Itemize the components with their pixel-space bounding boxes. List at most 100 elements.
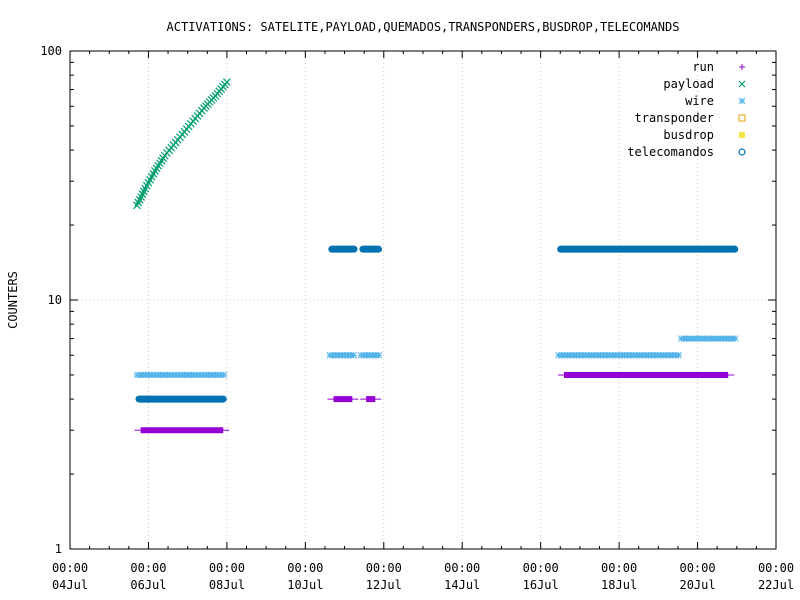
star-mark bbox=[585, 351, 592, 359]
star-mark bbox=[669, 351, 676, 359]
star-mark bbox=[582, 351, 589, 359]
x-tick-label: 00:00 bbox=[52, 561, 88, 575]
star-mark bbox=[731, 335, 739, 342]
wire-segment bbox=[133, 371, 228, 379]
star-mark bbox=[654, 351, 661, 359]
star-mark bbox=[603, 351, 610, 359]
wire-segment bbox=[326, 351, 358, 359]
star-mark bbox=[576, 351, 583, 359]
legend-marker-telecomandos bbox=[738, 148, 746, 156]
circle-mark bbox=[738, 148, 746, 156]
x-tick-label: 00:00 bbox=[130, 561, 166, 575]
star-mark bbox=[372, 351, 380, 359]
star-mark bbox=[555, 351, 562, 359]
star-mark bbox=[341, 351, 349, 359]
star-mark bbox=[624, 351, 631, 359]
star-mark bbox=[660, 351, 667, 359]
legend-label-payload: payload bbox=[663, 77, 714, 91]
star-mark bbox=[633, 351, 640, 359]
star-mark bbox=[338, 351, 346, 359]
star-mark bbox=[627, 351, 634, 359]
square-mark bbox=[738, 114, 746, 122]
star-mark bbox=[630, 351, 637, 359]
star-mark bbox=[615, 351, 622, 359]
star-mark bbox=[663, 351, 670, 359]
star-mark bbox=[675, 351, 682, 359]
star-mark bbox=[579, 351, 586, 359]
x-tick-label: 12Jul bbox=[366, 578, 402, 592]
star-mark bbox=[347, 351, 355, 359]
star-mark bbox=[344, 351, 352, 359]
star-mark bbox=[588, 351, 595, 359]
star-mark bbox=[360, 351, 368, 359]
x-tick-label: 00:00 bbox=[758, 561, 794, 575]
star-mark bbox=[332, 351, 340, 359]
x-tick-label: 00:00 bbox=[209, 561, 245, 575]
legend: run payload wire transponder busdrop telecoma… bbox=[627, 60, 746, 159]
star-mark bbox=[738, 97, 746, 105]
star-mark bbox=[369, 351, 377, 359]
star-mark bbox=[636, 351, 643, 359]
legend-marker-payload bbox=[738, 80, 746, 88]
x-tick-label: 00:00 bbox=[366, 561, 402, 575]
star-mark bbox=[366, 351, 374, 359]
star-mark bbox=[645, 351, 652, 359]
x-tick-label: 00:00 bbox=[444, 561, 480, 575]
star-mark bbox=[329, 351, 337, 359]
x-tick-label: 14Jul bbox=[444, 578, 480, 592]
star-mark bbox=[594, 351, 601, 359]
legend-label-run: run bbox=[692, 60, 714, 74]
chart-title: ACTIVATIONS: SATELITE,PAYLOAD,QUEMADOS,T… bbox=[167, 20, 680, 34]
star-mark bbox=[357, 351, 365, 359]
square-mark bbox=[739, 132, 745, 138]
legend-label-transponder: transponder bbox=[635, 111, 714, 125]
star-mark bbox=[657, 351, 664, 359]
y-tick-label: 100 bbox=[40, 44, 62, 58]
star-mark bbox=[612, 351, 619, 359]
star-mark bbox=[573, 351, 580, 359]
star-mark bbox=[609, 351, 616, 359]
star-mark bbox=[561, 351, 568, 359]
x-tick-label: 16Jul bbox=[523, 578, 559, 592]
plus-mark bbox=[739, 64, 745, 70]
star-mark bbox=[363, 351, 371, 359]
cross-mark bbox=[222, 78, 231, 87]
plot-border bbox=[69, 50, 777, 550]
star-mark bbox=[642, 351, 649, 359]
star-mark bbox=[618, 351, 625, 359]
x-tick-label: 00:00 bbox=[679, 561, 715, 575]
star-mark bbox=[651, 351, 658, 359]
series-run bbox=[134, 371, 735, 434]
x-tick-label: 00:00 bbox=[523, 561, 559, 575]
x-tick-label: 00:00 bbox=[287, 561, 323, 575]
legend-label-wire: wire bbox=[685, 94, 714, 108]
y-tick-label: 1 bbox=[55, 542, 62, 556]
wire-segment bbox=[677, 335, 739, 342]
legend-marker-transponder bbox=[738, 114, 746, 122]
star-mark bbox=[606, 351, 613, 359]
star-mark bbox=[220, 371, 228, 379]
x-tick-label: 04Jul bbox=[52, 578, 88, 592]
wire-segment bbox=[555, 351, 682, 359]
star-mark bbox=[621, 351, 628, 359]
star-mark bbox=[666, 351, 673, 359]
series-telecomandos bbox=[135, 245, 739, 403]
star-mark bbox=[350, 351, 358, 359]
y-tick-label: 10 bbox=[48, 293, 62, 307]
wire-segment bbox=[357, 351, 383, 359]
x-tick-label: 06Jul bbox=[130, 578, 166, 592]
x-tick-label: 08Jul bbox=[209, 578, 245, 592]
y-axis-label: COUNTERS bbox=[6, 271, 20, 329]
legend-marker-busdrop bbox=[739, 132, 745, 138]
legend-marker-run bbox=[739, 64, 745, 70]
star-mark bbox=[591, 351, 598, 359]
star-mark bbox=[648, 351, 655, 359]
series-wire bbox=[133, 335, 739, 379]
star-mark bbox=[600, 351, 607, 359]
x-tick-label: 10Jul bbox=[287, 578, 323, 592]
star-mark bbox=[570, 351, 577, 359]
star-mark bbox=[558, 351, 565, 359]
plot-area bbox=[133, 78, 739, 434]
legend-marker-wire bbox=[738, 97, 746, 105]
